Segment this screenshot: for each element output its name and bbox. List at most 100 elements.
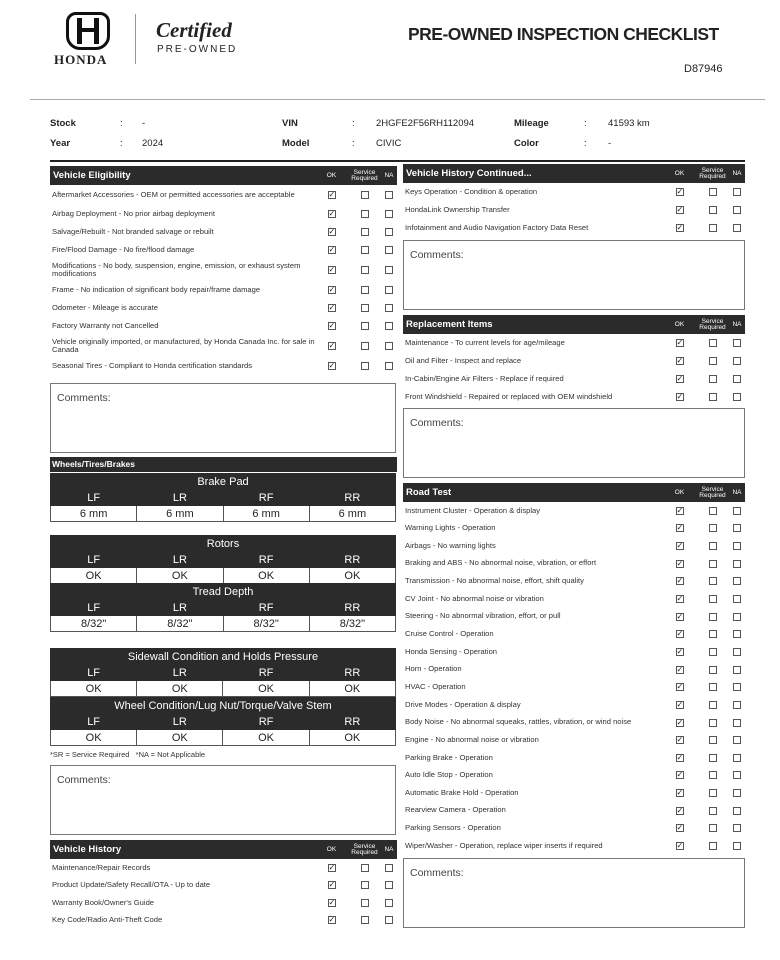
na-checkbox[interactable] (385, 228, 393, 236)
service-checkbox[interactable] (708, 542, 717, 551)
na-checkbox[interactable] (733, 393, 741, 401)
na-checkbox[interactable] (385, 898, 393, 907)
na-checkbox[interactable] (733, 206, 741, 214)
ok-checkbox[interactable]: ✓ (675, 392, 684, 401)
comments-box[interactable]: Comments: (50, 765, 396, 835)
service-checkbox[interactable] (708, 612, 717, 621)
na-checkbox[interactable] (733, 542, 741, 551)
comments-box[interactable]: Comments: (403, 240, 745, 310)
ok-checkbox[interactable]: ✓ (675, 205, 684, 214)
na-checkbox[interactable] (733, 188, 741, 196)
service-checkbox[interactable] (360, 266, 369, 274)
service-checkbox[interactable] (708, 683, 717, 692)
service-checkbox[interactable] (708, 224, 717, 232)
na-checkbox[interactable] (733, 824, 741, 833)
ok-checkbox[interactable]: ✓ (675, 611, 684, 621)
ok-checkbox[interactable]: ✓ (327, 915, 336, 925)
ok-checkbox[interactable]: ✓ (675, 735, 684, 745)
ok-checkbox[interactable]: ✓ (675, 770, 684, 780)
ok-checkbox[interactable]: ✓ (675, 752, 684, 762)
na-checkbox[interactable] (733, 595, 741, 604)
service-checkbox[interactable] (708, 841, 717, 850)
service-checkbox[interactable] (708, 524, 717, 533)
ok-checkbox[interactable]: ✓ (327, 285, 336, 294)
ok-checkbox[interactable]: ✓ (675, 594, 684, 604)
na-checkbox[interactable] (733, 559, 741, 568)
na-checkbox[interactable] (733, 789, 741, 798)
service-checkbox[interactable] (708, 577, 717, 586)
na-checkbox[interactable] (733, 753, 741, 762)
ok-checkbox[interactable]: ✓ (327, 265, 336, 274)
ok-checkbox[interactable]: ✓ (675, 523, 684, 533)
na-checkbox[interactable] (733, 577, 741, 586)
ok-checkbox[interactable]: ✓ (327, 303, 336, 312)
na-checkbox[interactable] (733, 700, 741, 709)
ok-checkbox[interactable]: ✓ (675, 541, 684, 551)
na-checkbox[interactable] (385, 322, 393, 330)
service-checkbox[interactable] (360, 246, 369, 254)
na-checkbox[interactable] (733, 647, 741, 656)
service-checkbox[interactable] (708, 718, 717, 727)
service-checkbox[interactable] (708, 824, 717, 833)
ok-checkbox[interactable]: ✓ (675, 576, 684, 586)
ok-checkbox[interactable]: ✓ (327, 190, 336, 199)
ok-checkbox[interactable]: ✓ (675, 338, 684, 347)
service-checkbox[interactable] (708, 736, 717, 745)
na-checkbox[interactable] (385, 362, 393, 370)
na-checkbox[interactable] (733, 683, 741, 692)
service-checkbox[interactable] (360, 898, 369, 907)
service-checkbox[interactable] (360, 228, 369, 236)
service-checkbox[interactable] (708, 339, 717, 347)
na-checkbox[interactable] (733, 736, 741, 745)
na-checkbox[interactable] (385, 881, 393, 890)
service-checkbox[interactable] (708, 630, 717, 639)
na-checkbox[interactable] (385, 266, 393, 274)
ok-checkbox[interactable]: ✓ (675, 823, 684, 833)
service-checkbox[interactable] (708, 647, 717, 656)
ok-checkbox[interactable]: ✓ (675, 629, 684, 639)
ok-checkbox[interactable]: ✓ (675, 356, 684, 365)
na-checkbox[interactable] (385, 246, 393, 254)
ok-checkbox[interactable]: ✓ (675, 788, 684, 798)
na-checkbox[interactable] (733, 665, 741, 674)
na-checkbox[interactable] (733, 375, 741, 383)
ok-checkbox[interactable]: ✓ (327, 897, 336, 907)
ok-checkbox[interactable]: ✓ (675, 558, 684, 568)
na-checkbox[interactable] (733, 806, 741, 815)
na-checkbox[interactable] (385, 916, 393, 925)
service-checkbox[interactable] (708, 393, 717, 401)
ok-checkbox[interactable]: ✓ (327, 862, 336, 872)
ok-checkbox[interactable]: ✓ (327, 361, 336, 370)
service-checkbox[interactable] (708, 357, 717, 365)
na-checkbox[interactable] (733, 224, 741, 232)
ok-checkbox[interactable]: ✓ (675, 664, 684, 674)
na-checkbox[interactable] (733, 718, 741, 727)
ok-checkbox[interactable]: ✓ (675, 682, 684, 692)
service-checkbox[interactable] (360, 304, 369, 312)
ok-checkbox[interactable]: ✓ (327, 209, 336, 218)
service-checkbox[interactable] (360, 863, 369, 872)
ok-checkbox[interactable]: ✓ (327, 245, 336, 254)
service-checkbox[interactable] (360, 322, 369, 330)
na-checkbox[interactable] (733, 357, 741, 365)
na-checkbox[interactable] (385, 210, 393, 218)
ok-checkbox[interactable]: ✓ (675, 505, 684, 515)
na-checkbox[interactable] (733, 612, 741, 621)
na-checkbox[interactable] (733, 630, 741, 639)
service-checkbox[interactable] (708, 206, 717, 214)
na-checkbox[interactable] (733, 339, 741, 347)
service-checkbox[interactable] (708, 700, 717, 709)
ok-checkbox[interactable]: ✓ (675, 187, 684, 196)
ok-checkbox[interactable]: ✓ (675, 717, 684, 727)
na-checkbox[interactable] (385, 304, 393, 312)
na-checkbox[interactable] (385, 191, 393, 199)
service-checkbox[interactable] (360, 286, 369, 294)
ok-checkbox[interactable]: ✓ (675, 223, 684, 232)
service-checkbox[interactable] (708, 188, 717, 196)
service-checkbox[interactable] (708, 506, 717, 515)
service-checkbox[interactable] (708, 375, 717, 383)
service-checkbox[interactable] (360, 916, 369, 925)
service-checkbox[interactable] (360, 191, 369, 199)
service-checkbox[interactable] (708, 753, 717, 762)
service-checkbox[interactable] (708, 789, 717, 798)
